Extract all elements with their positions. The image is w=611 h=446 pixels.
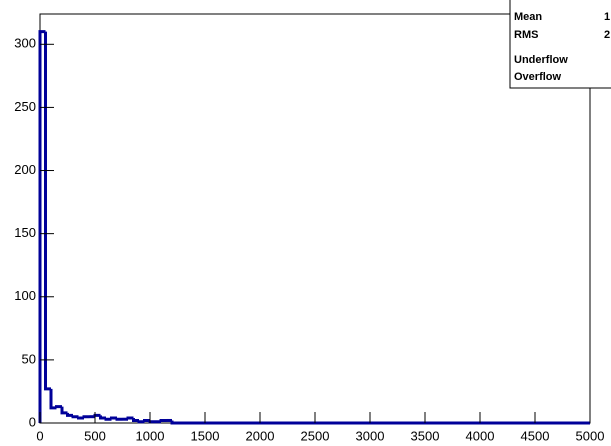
histogram-bin bbox=[126, 416, 134, 420]
y-tick-label: 100 bbox=[14, 288, 36, 303]
stats-label: RMS bbox=[514, 29, 538, 41]
histogram-bin bbox=[44, 31, 51, 391]
histogram-bin bbox=[159, 418, 167, 422]
x-tick-label: 3000 bbox=[356, 428, 385, 443]
x-tick-label: 0 bbox=[36, 428, 43, 443]
histogram-bin bbox=[49, 388, 57, 410]
stats-label: Underflow bbox=[514, 54, 568, 66]
histogram-bin bbox=[55, 405, 62, 409]
x-tick-label: 1500 bbox=[191, 428, 220, 443]
histogram-bin bbox=[170, 420, 178, 425]
y-tick-label: 150 bbox=[14, 225, 36, 240]
stats-value: 1 bbox=[604, 11, 610, 23]
histogram-bin bbox=[71, 415, 79, 419]
y-tick-label: 50 bbox=[22, 351, 36, 366]
x-tick-label: 2500 bbox=[301, 428, 330, 443]
histogram-bin bbox=[132, 417, 139, 422]
stats-box bbox=[509, 0, 611, 89]
x-tick-label: 1000 bbox=[136, 428, 165, 443]
histogram-bin bbox=[110, 416, 117, 420]
x-tick-label: 2000 bbox=[246, 428, 275, 443]
histogram-bin bbox=[148, 420, 156, 424]
x-tick-label: 3500 bbox=[411, 428, 440, 443]
histogram-bin bbox=[143, 418, 150, 422]
histogram-bin bbox=[77, 416, 84, 420]
histogram-bin bbox=[99, 415, 106, 420]
stats-label: Mean bbox=[514, 11, 542, 23]
x-tick-label: 5000 bbox=[576, 428, 605, 443]
histogram-bin bbox=[66, 412, 73, 417]
stats-label: Entries bbox=[514, 0, 551, 3]
stats-value: 2 bbox=[604, 29, 610, 41]
x-tick-label: 4000 bbox=[466, 428, 495, 443]
y-tick-label: 250 bbox=[14, 99, 36, 114]
histogram-bin bbox=[82, 415, 90, 419]
histogram-bin bbox=[137, 420, 145, 424]
y-tick-label: 0 bbox=[29, 414, 36, 429]
x-tick-label: 4500 bbox=[521, 428, 550, 443]
histogram-bin bbox=[104, 417, 112, 421]
histogram-bin bbox=[60, 406, 68, 415]
histogram-bin bbox=[115, 417, 123, 421]
x-tick-label: 500 bbox=[84, 428, 106, 443]
histogram-bin bbox=[38, 30, 46, 423]
stats-label: Overflow bbox=[514, 71, 562, 83]
y-tick-label: 300 bbox=[14, 36, 36, 51]
y-tick-label: 200 bbox=[14, 162, 36, 177]
